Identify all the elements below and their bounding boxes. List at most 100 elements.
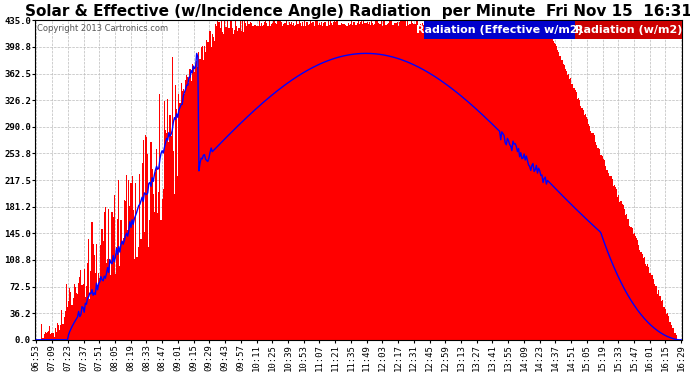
Bar xyxy=(85,297,86,340)
Bar xyxy=(390,21,391,340)
Bar xyxy=(306,22,308,340)
Bar xyxy=(197,67,198,340)
Bar xyxy=(165,130,166,340)
Bar xyxy=(273,21,274,340)
Bar xyxy=(374,24,375,340)
Bar xyxy=(403,21,404,340)
Bar xyxy=(187,77,188,340)
Bar xyxy=(464,26,466,340)
Bar xyxy=(237,32,239,340)
Bar xyxy=(675,333,676,340)
Bar xyxy=(199,59,201,340)
Bar xyxy=(461,25,462,340)
Bar xyxy=(108,209,109,340)
Bar xyxy=(342,24,343,340)
Bar xyxy=(477,22,478,340)
Bar xyxy=(417,26,419,340)
Bar xyxy=(388,21,390,340)
Bar xyxy=(649,273,651,340)
Bar xyxy=(121,242,123,340)
Bar xyxy=(164,101,165,340)
Bar xyxy=(132,210,134,340)
Bar xyxy=(321,22,322,340)
Bar xyxy=(141,163,143,340)
Bar xyxy=(471,23,473,340)
Bar xyxy=(184,94,185,340)
Bar xyxy=(276,24,277,340)
Bar xyxy=(455,25,457,340)
Bar xyxy=(635,236,636,340)
Bar xyxy=(223,34,224,340)
Bar xyxy=(204,46,205,340)
Bar xyxy=(99,278,100,340)
Bar xyxy=(373,25,374,340)
Bar xyxy=(294,26,295,340)
Bar xyxy=(537,25,538,340)
Bar xyxy=(193,68,194,340)
Bar xyxy=(353,22,354,340)
Bar xyxy=(507,20,508,340)
Bar xyxy=(156,149,157,340)
Bar xyxy=(324,21,325,340)
Bar xyxy=(449,26,450,340)
Bar xyxy=(166,133,167,340)
Bar xyxy=(519,21,520,340)
Bar xyxy=(595,142,596,340)
Bar xyxy=(312,22,313,340)
Bar xyxy=(110,276,112,340)
Bar xyxy=(430,24,431,340)
Bar xyxy=(147,154,148,340)
Bar xyxy=(669,322,671,340)
Bar xyxy=(284,23,285,340)
Bar xyxy=(377,23,379,340)
Bar xyxy=(252,26,253,340)
Bar xyxy=(152,194,154,340)
Bar xyxy=(105,207,106,340)
Bar xyxy=(359,24,360,340)
Bar xyxy=(664,308,665,340)
Bar xyxy=(368,22,370,340)
Bar xyxy=(593,135,595,340)
Bar xyxy=(146,137,147,340)
Bar xyxy=(567,75,568,340)
Bar xyxy=(114,195,115,340)
Bar xyxy=(61,310,63,340)
Bar xyxy=(520,24,522,340)
Bar xyxy=(127,230,128,340)
Bar xyxy=(314,26,315,340)
Bar xyxy=(86,285,87,340)
Bar xyxy=(544,26,546,340)
Bar xyxy=(310,23,312,340)
Bar xyxy=(493,20,495,340)
Bar xyxy=(562,64,564,340)
Bar xyxy=(350,24,351,340)
Bar xyxy=(130,183,132,340)
Bar xyxy=(79,277,80,340)
Bar xyxy=(529,22,530,340)
Bar xyxy=(77,294,78,340)
Bar xyxy=(125,201,126,340)
Bar xyxy=(177,176,178,340)
Bar xyxy=(282,26,283,340)
Bar xyxy=(553,43,555,340)
Bar xyxy=(475,23,477,340)
Bar xyxy=(344,24,346,340)
Bar xyxy=(115,274,116,340)
Bar xyxy=(71,304,72,340)
Bar xyxy=(268,20,270,340)
Bar xyxy=(419,25,420,340)
Bar xyxy=(460,26,461,340)
Bar xyxy=(634,233,635,340)
Bar xyxy=(272,23,273,340)
Bar xyxy=(210,47,212,340)
Bar xyxy=(352,25,353,340)
Bar xyxy=(370,25,371,340)
Bar xyxy=(442,23,444,340)
Bar xyxy=(292,25,293,340)
Bar xyxy=(175,86,176,340)
Bar xyxy=(219,28,221,340)
Bar xyxy=(265,21,266,340)
Bar xyxy=(564,69,566,340)
Bar xyxy=(640,252,642,340)
Bar xyxy=(317,25,319,340)
